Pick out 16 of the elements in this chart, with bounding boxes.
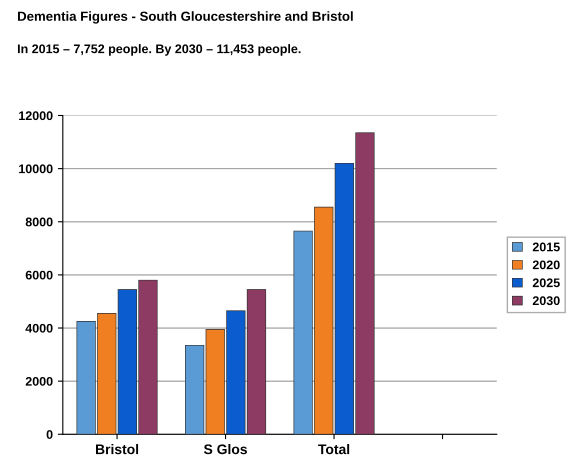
y-tick-label: 4000 [25, 324, 53, 333]
legend-label: 2015 [532, 242, 560, 252]
legend-label: 2030 [532, 296, 560, 306]
chart-title: Dementia Figures - South Gloucestershire and Bristol [18, 11, 353, 24]
y-tick-label: 2000 [26, 376, 53, 386]
legend-label: 2025 [532, 278, 560, 288]
y-tick-label: 8000 [26, 218, 53, 226]
x-tick-label: S Glos [204, 444, 247, 454]
legend-label: 2020 [532, 260, 560, 270]
x-tick-label: Total [318, 444, 350, 454]
y-tick-label: 0 [46, 430, 53, 439]
x-tick-label: Bristol [96, 444, 138, 454]
y-tick-label: 12000 [19, 111, 53, 120]
y-tick-label: 6000 [26, 270, 53, 280]
y-tick-label: 10000 [19, 164, 53, 174]
chart-subtitle: In 2015 – 7,752 people. By 2030 – 11,453 people. [18, 44, 300, 56]
